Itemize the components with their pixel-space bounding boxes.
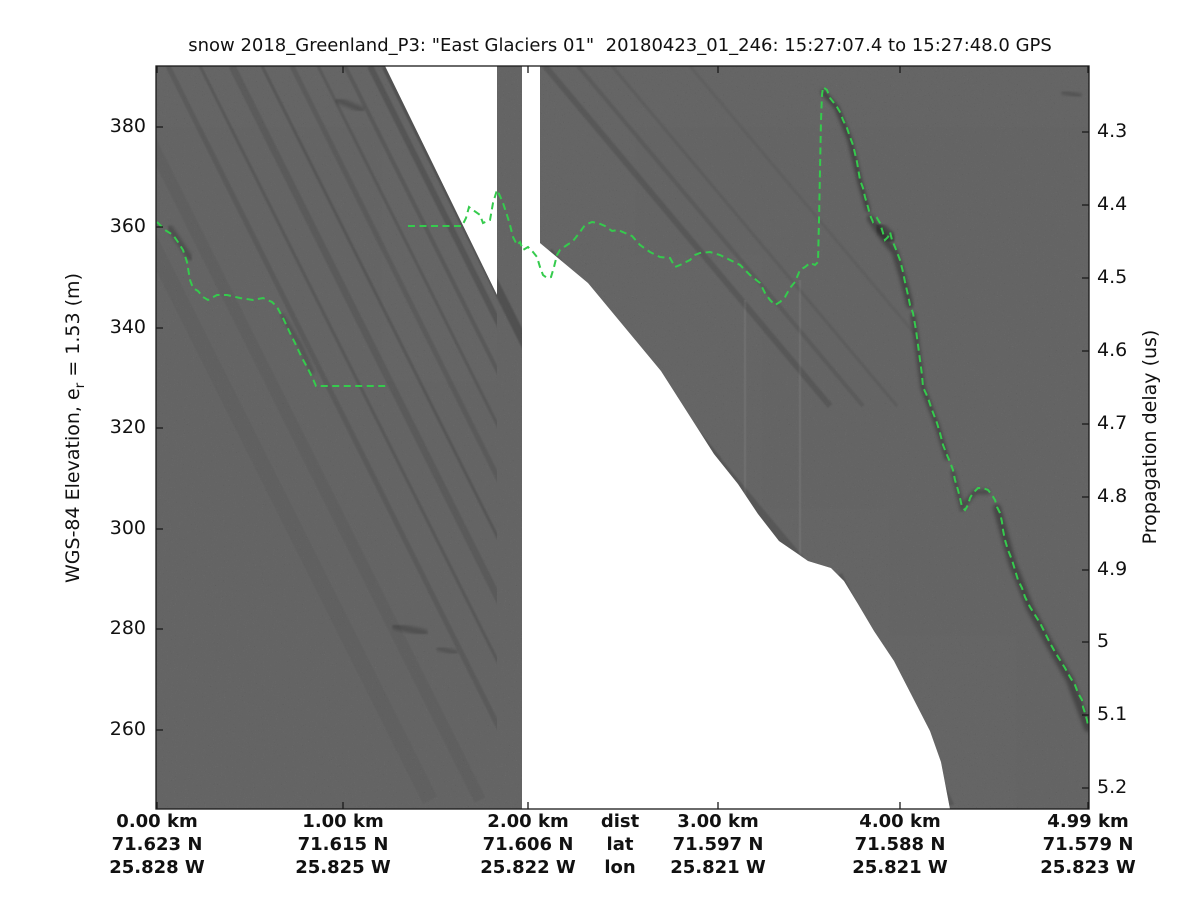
radar-layer-stripe xyxy=(688,66,922,341)
radar-dark-smudge xyxy=(280,313,314,374)
x-axis-dist-label: 2.00 km xyxy=(487,811,569,832)
right-axis-tick-label: 4.7 xyxy=(1097,412,1128,434)
left-axis-label-text: WGS-84 Elevation, e xyxy=(62,388,85,583)
x-axis-lat-label: 71.615 N xyxy=(297,834,389,855)
x-axis-lon-label: lon xyxy=(604,857,636,878)
x-axis-lon-label: 25.822 W xyxy=(480,857,576,878)
x-axis-lat-label: 71.606 N xyxy=(482,834,574,855)
right-axis-tick-label: 5.2 xyxy=(1097,776,1128,798)
figure-title: snow 2018_Greenland_P3: "East Glaciers 0… xyxy=(188,35,1052,56)
radar-dark-smudge xyxy=(435,645,459,656)
radar-layer-stripe xyxy=(165,66,497,748)
radar-layer-stripe xyxy=(610,66,899,407)
x-axis-lon-label: 25.828 W xyxy=(109,857,205,878)
radar-layer-stripe xyxy=(542,66,833,408)
left-axis-tick-label: 380 xyxy=(109,115,146,137)
x-axis-dist-label: 4.99 km xyxy=(1047,811,1129,832)
radar-dark-smudge xyxy=(167,225,193,261)
radar-column-strip xyxy=(497,66,522,809)
x-axis-lon-label: 25.821 W xyxy=(670,857,766,878)
radar-layer-stripe xyxy=(316,66,497,747)
x-axis-lat-label: 71.597 N xyxy=(672,834,764,855)
radar-dark-smudge xyxy=(391,622,429,637)
radar-layer-stripe xyxy=(228,66,497,748)
x-axis-lat-label: lat xyxy=(606,834,634,855)
right-axis-label: Propagation delay (us) xyxy=(1139,329,1162,545)
surface-pick-line-main xyxy=(408,85,1089,726)
right-axis-tick-label: 4.3 xyxy=(1097,120,1128,142)
x-axis-dist-label: 4.00 km xyxy=(859,811,941,832)
x-axis-lon-label: 25.821 W xyxy=(852,857,948,878)
surface-pick-layer xyxy=(156,85,1089,726)
x-axis-dist-label: dist xyxy=(600,811,640,832)
radar-layer-stripe xyxy=(367,66,497,748)
radar-dark-smudge xyxy=(1060,89,1083,99)
radar-layer-stripe xyxy=(198,66,497,747)
right-axis-tick-label: 4.5 xyxy=(1097,266,1128,288)
x-axis-lon-label: 25.823 W xyxy=(1040,857,1136,878)
left-axis-tick-label: 320 xyxy=(109,416,146,438)
right-axis-tick-label: 5 xyxy=(1097,630,1110,652)
right-axis-tick-label: 4.6 xyxy=(1097,339,1128,361)
left-axis-tick-label: 340 xyxy=(109,316,146,338)
left-axis-tick-label: 360 xyxy=(109,215,146,237)
left-axis-label-units: = 1.53 (m) xyxy=(62,273,85,383)
x-axis-lat-label: 71.579 N xyxy=(1042,834,1134,855)
left-axis-tick-label: 300 xyxy=(109,517,146,539)
x-axis-dist-label: 0.00 km xyxy=(116,811,198,832)
axis-ticks xyxy=(156,66,1089,809)
radar-layer-stripe xyxy=(156,116,438,804)
right-axis-tick-label: 4.9 xyxy=(1097,558,1128,580)
x-axis-dist-label: 1.00 km xyxy=(302,811,384,832)
right-axis-tick-label: 4.8 xyxy=(1097,485,1128,507)
radar-dark-smudge xyxy=(335,97,365,113)
radar-dark-smudge xyxy=(820,89,871,213)
radar-layer-stripe xyxy=(156,117,486,803)
radar-layer-stripe xyxy=(260,66,497,747)
radar-block-left xyxy=(156,66,497,809)
surface-pick-line-left xyxy=(156,221,388,387)
radar-layer-stripe xyxy=(576,66,865,408)
x-axis-lon-label: 25.825 W xyxy=(295,857,391,878)
plot-border xyxy=(155,65,1090,810)
left-axis-label-subscript: r xyxy=(72,382,89,389)
right-axis-tick-label: 5.1 xyxy=(1097,703,1128,725)
left-axis-tick-label: 260 xyxy=(109,718,146,740)
x-axis-lat-label: 71.623 N xyxy=(111,834,203,855)
radar-layer-stripe xyxy=(289,66,497,748)
x-axis-dist-label: 3.00 km xyxy=(677,811,759,832)
x-axis-lat-label: 71.588 N xyxy=(854,834,946,855)
radar-layer-stripe xyxy=(343,66,497,747)
right-axis-tick-label: 4.4 xyxy=(1097,193,1128,215)
left-axis-tick-label: 280 xyxy=(109,617,146,639)
